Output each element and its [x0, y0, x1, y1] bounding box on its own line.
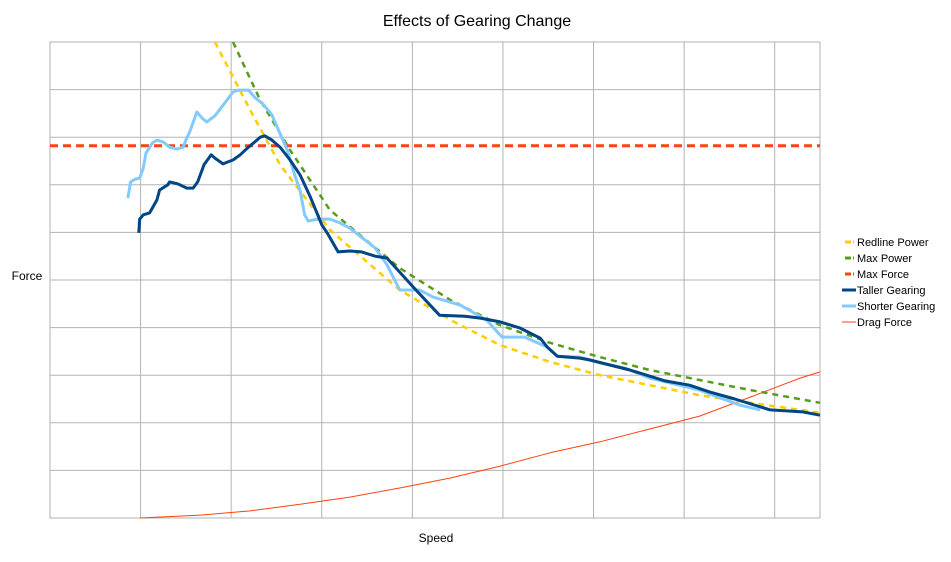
series-redline-power: [213, 41, 821, 415]
series-max-power: [231, 41, 821, 405]
legend: Redline Power Max Power Max Force Taller Ge…: [842, 237, 935, 329]
legend-item: Max Power: [845, 253, 912, 265]
series-shorter-gearing: [126, 88, 761, 412]
legend-item: Max Force: [845, 269, 909, 281]
legend-item: Taller Gearing: [842, 285, 925, 297]
plot-area: [49, 41, 821, 519]
legend-label: Taller Gearing: [857, 285, 925, 297]
legend-label: Shorter Gearing: [857, 301, 935, 313]
legend-item: Shorter Gearing: [842, 301, 935, 313]
legend-label: Drag Force: [857, 317, 912, 329]
legend-item: Drag Force: [842, 317, 912, 329]
gridlines: [50, 42, 820, 518]
x-axis-label: Speed: [419, 531, 454, 545]
series-taller-gearing: [137, 134, 821, 417]
chart-title: Effects of Gearing Change: [383, 13, 571, 30]
legend-label: Redline Power: [857, 237, 929, 249]
legend-item: Redline Power: [845, 237, 929, 249]
legend-label: Max Force: [857, 269, 909, 281]
y-axis-label: Force: [12, 269, 43, 283]
legend-label: Max Power: [857, 253, 912, 265]
series-group: [50, 41, 821, 519]
